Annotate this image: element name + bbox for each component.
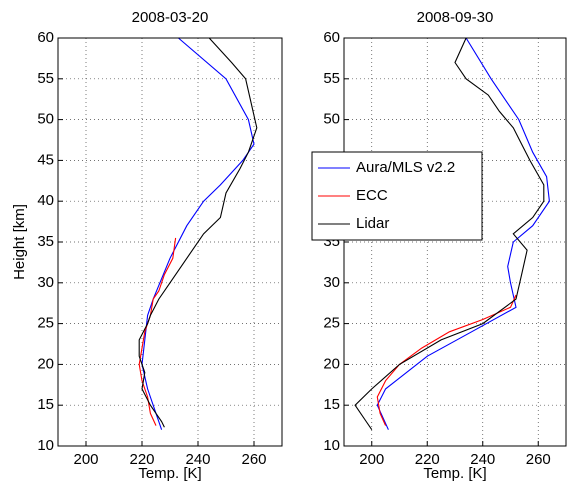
y-tick-label: 60 xyxy=(323,29,340,46)
x-axis-label: Temp. [K] xyxy=(138,465,201,482)
series-line xyxy=(138,37,258,428)
y-tick-label: 50 xyxy=(37,111,54,128)
y-tick-label: 25 xyxy=(37,315,54,332)
chart-title: 2008-09-30 xyxy=(417,9,494,26)
y-tick-label: 35 xyxy=(37,233,54,250)
x-tick-label: 220 xyxy=(129,451,154,468)
y-tick-label: 20 xyxy=(323,355,340,372)
y-tick-label: 15 xyxy=(37,396,54,413)
legend-label: Aura/MLS v2.2 xyxy=(356,159,455,176)
legend-label: Lidar xyxy=(356,215,389,232)
legend-label: ECC xyxy=(356,187,388,204)
x-axis-label: Temp. [K] xyxy=(423,465,486,482)
series-line xyxy=(138,237,177,426)
y-tick-label: 55 xyxy=(37,70,54,87)
y-tick-label: 30 xyxy=(37,274,54,291)
axes-frame xyxy=(343,37,567,447)
x-tick-label: 240 xyxy=(185,451,210,468)
y-tick-label: 10 xyxy=(37,437,54,454)
y-tick-label: 50 xyxy=(323,111,340,128)
y-tick-label: 10 xyxy=(323,437,340,454)
x-tick-label: 260 xyxy=(526,451,551,468)
x-tick-label: 260 xyxy=(241,451,266,468)
series-line xyxy=(141,37,255,430)
y-tick-label: 25 xyxy=(323,315,340,332)
y-tick-label: 45 xyxy=(37,151,54,168)
y-tick-label: 30 xyxy=(323,274,340,291)
legend: Aura/MLS v2.2 ECC Lidar xyxy=(311,151,483,241)
x-tick-label: 220 xyxy=(415,451,440,468)
y-tick-label: 60 xyxy=(37,29,54,46)
series-line xyxy=(354,37,545,431)
x-tick-label: 240 xyxy=(470,451,495,468)
series-line xyxy=(376,37,550,430)
x-tick-label: 200 xyxy=(73,451,98,468)
y-tick-label: 40 xyxy=(37,192,54,209)
y-tick-label: 55 xyxy=(323,70,340,87)
axes-frame xyxy=(57,37,283,447)
y-tick-label: 20 xyxy=(37,355,54,372)
y-tick-label: 15 xyxy=(323,396,340,413)
y-axis-label: Height [km] xyxy=(11,204,28,280)
x-tick-label: 200 xyxy=(359,451,384,468)
chart-title: 2008-03-20 xyxy=(132,9,209,26)
